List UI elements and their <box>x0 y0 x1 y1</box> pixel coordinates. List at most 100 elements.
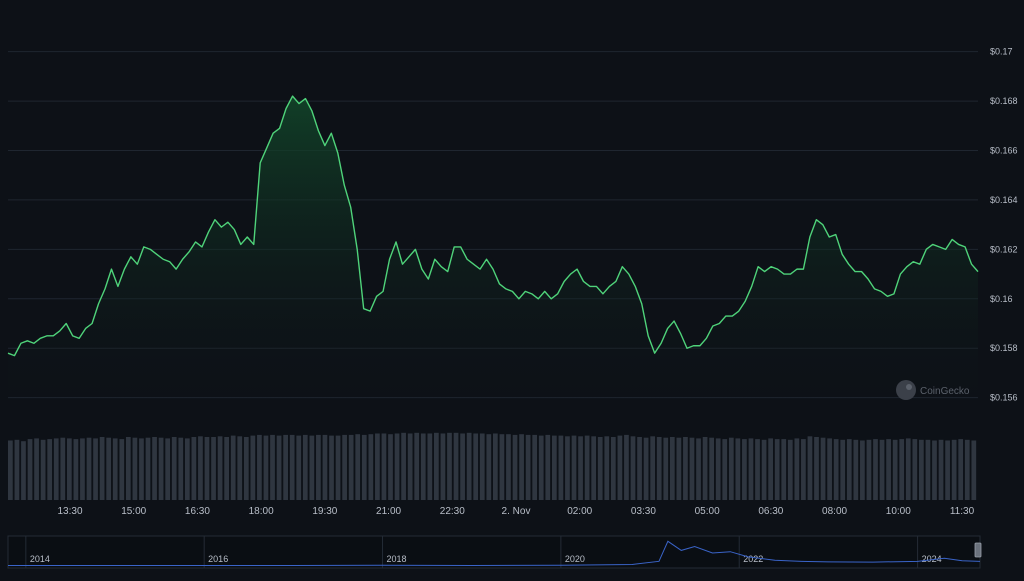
navigator-line <box>8 540 981 566</box>
volume-bar <box>178 437 184 500</box>
volume-bar <box>565 436 570 500</box>
navigator-range-handle[interactable] <box>974 542 982 558</box>
volume-bar <box>230 435 236 500</box>
volume-bar <box>742 439 747 500</box>
x-tick-label: 02:00 <box>567 506 592 517</box>
volume-bar <box>316 434 321 500</box>
volume-bar <box>198 436 203 500</box>
volume-bar <box>453 432 459 500</box>
volume-bar <box>571 435 577 500</box>
x-tick-label: 18:00 <box>249 506 274 517</box>
volume-bar <box>191 437 197 500</box>
volume-bar <box>460 433 465 500</box>
y-axis-labels: $0.156 $0.158 $0.16 $0.162 $0.164 $0.166 $0.16… <box>990 47 1018 403</box>
volume-bar <box>14 439 20 500</box>
volume-bar <box>106 437 112 500</box>
volume-bar <box>335 435 341 500</box>
volume-bar <box>348 434 354 500</box>
y-tick-label: $0.162 <box>990 244 1018 254</box>
x-tick-label: 16:30 <box>185 506 210 517</box>
volume-bar <box>925 439 931 500</box>
volume-bar <box>447 432 452 500</box>
volume-bar <box>761 439 767 500</box>
volume-bar <box>407 433 413 500</box>
volume-bar <box>237 436 243 500</box>
volume-bar <box>132 437 138 500</box>
y-tick-label: $0.158 <box>990 343 1018 353</box>
volume-bar <box>493 433 498 500</box>
volume-bar <box>512 434 518 500</box>
volume-bar <box>558 435 564 500</box>
volume-bar <box>420 433 426 500</box>
volume-bar <box>617 435 623 500</box>
volume-bar <box>945 440 950 500</box>
volume-bar <box>951 439 957 500</box>
volume-bar <box>610 437 616 500</box>
volume-bar <box>466 432 472 500</box>
volume-bar <box>224 437 229 500</box>
volume-bar <box>165 438 171 500</box>
volume-bar <box>125 437 131 500</box>
volume-bar <box>715 438 721 500</box>
x-tick-label: 08:00 <box>822 506 847 517</box>
volume-bar <box>152 437 157 500</box>
navigator-year-label: 2014 <box>30 554 50 564</box>
volume-bar <box>722 439 728 500</box>
price-area <box>7 95 979 410</box>
volume-bar <box>591 436 597 500</box>
x-tick-label: 10:00 <box>886 506 911 517</box>
x-tick-label: 06:30 <box>758 506 783 517</box>
volume-bar <box>381 433 387 500</box>
volume-bar <box>643 437 649 500</box>
volume-bar <box>34 438 39 500</box>
volume-bar <box>499 434 505 500</box>
volume-bar <box>40 439 46 500</box>
volume-bar <box>355 434 361 500</box>
volume-bar <box>597 437 603 500</box>
volume-bar <box>781 439 787 500</box>
volume-bar <box>932 440 937 500</box>
volume-bar <box>624 434 629 500</box>
watermark-text: CoinGecko <box>920 386 970 397</box>
volume-bar <box>270 434 275 500</box>
volume-bar <box>787 439 793 500</box>
volume-bar <box>696 438 701 500</box>
volume-bar <box>27 439 33 500</box>
volume-bar <box>814 437 819 500</box>
volume-bar <box>866 439 872 500</box>
volume-bar <box>263 435 269 500</box>
volume-bar <box>204 437 210 500</box>
volume-bar <box>820 437 826 500</box>
volume-bar <box>250 435 256 500</box>
volume-bar <box>748 438 754 500</box>
volume-bar <box>578 436 583 500</box>
volume-bar <box>99 437 105 500</box>
volume-bar <box>171 437 177 500</box>
volume-bar <box>388 434 393 500</box>
volume-bar <box>938 439 944 500</box>
volume-bar <box>473 433 479 500</box>
volume-bar <box>289 434 295 500</box>
volume-bar <box>637 437 642 500</box>
volume-bar <box>342 434 347 500</box>
volume-bar <box>755 439 760 500</box>
volume-bar <box>145 437 151 500</box>
volume-bar <box>506 434 511 500</box>
navigator-background <box>7 535 981 569</box>
volume-bar <box>584 435 590 500</box>
volume-bar <box>551 435 557 500</box>
range-navigator[interactable]: 2014 2016 2018 2020 2022 2024 <box>7 535 982 569</box>
coingecko-watermark: CoinGecko <box>896 380 970 400</box>
volume-bar <box>112 438 118 500</box>
volume-bar <box>735 438 741 500</box>
volume-bar <box>283 434 288 500</box>
volume-bar <box>401 432 406 500</box>
volume-bar <box>486 434 492 500</box>
price-area-fill <box>8 96 978 410</box>
volume-bar <box>361 434 367 500</box>
x-tick-label: 2. Nov <box>502 506 531 517</box>
volume-bar <box>630 436 636 500</box>
volume-bar <box>853 439 859 500</box>
volume-bar <box>689 437 695 500</box>
